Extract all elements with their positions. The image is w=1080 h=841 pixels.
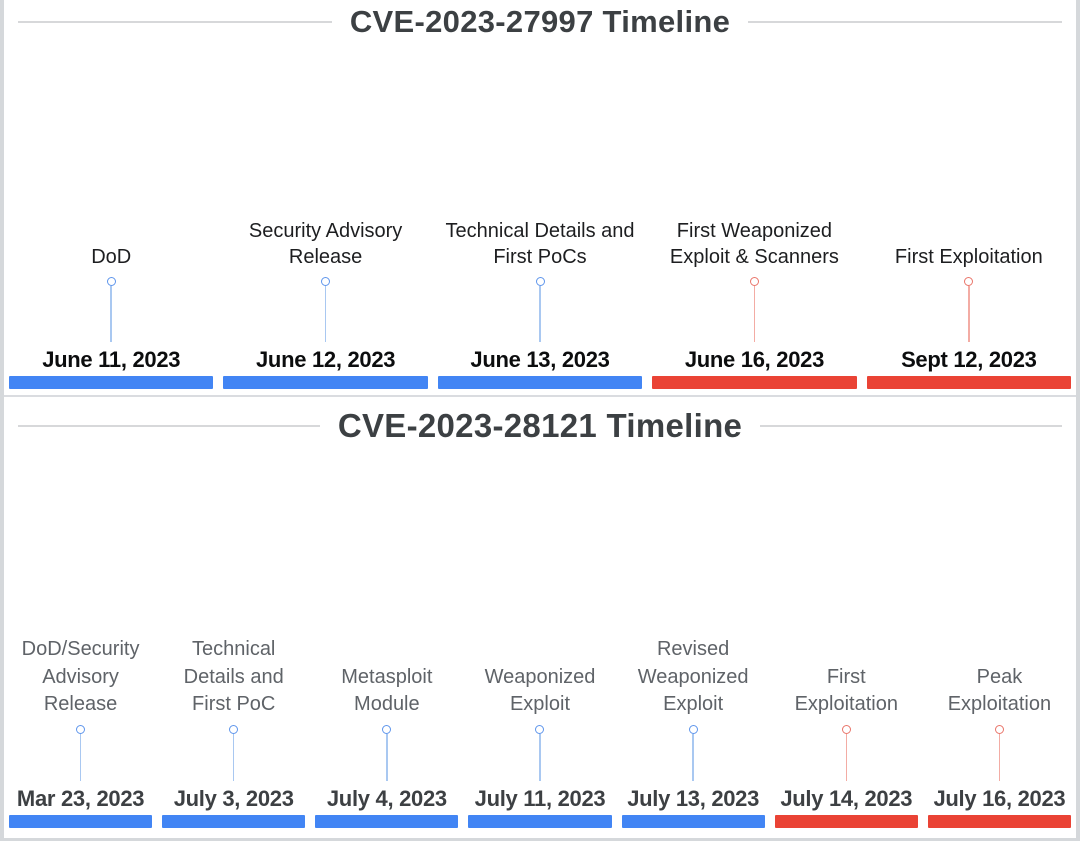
event-color-bar: [9, 815, 153, 828]
timeline-title-row: CVE-2023-28121 Timeline: [4, 399, 1076, 445]
events-row: DoD/Security Advisory Release Mar 23, 20…: [4, 636, 1076, 838]
event-marker-icon: [535, 725, 545, 781]
marker-dot-icon: [688, 725, 698, 734]
event-marker-icon: [841, 725, 851, 781]
timeline-title: CVE-2023-28121 Timeline: [337, 407, 743, 444]
title-flank-line-right: [748, 21, 1063, 23]
event-marker-icon: [964, 277, 974, 342]
event-label: DoD/Security Advisory Release: [21, 638, 140, 716]
marker-dot-icon: [106, 277, 116, 286]
event-date: July 4, 2023: [326, 786, 447, 811]
event-marker-icon: [229, 725, 239, 781]
event-date: Mar 23, 2023: [16, 786, 145, 811]
timeline-event: Metasploit Module July 4, 2023: [310, 636, 463, 838]
marker-stem-line: [110, 286, 112, 342]
event-color-bar: [468, 815, 612, 828]
marker-stem-line: [79, 734, 82, 781]
event-color-bar: [9, 376, 214, 389]
marker-dot-icon: [994, 725, 1004, 734]
event-marker-icon: [535, 277, 545, 342]
marker-stem-line: [386, 734, 388, 781]
marker-dot-icon: [76, 725, 86, 734]
event-marker-icon: [106, 277, 116, 342]
marker-stem-line: [539, 734, 541, 781]
marker-dot-icon: [964, 277, 974, 286]
event-marker-icon: [688, 725, 698, 781]
event-label: Metasploit Module: [341, 665, 433, 716]
timeline-event: First Exploitation July 14, 2023: [770, 636, 923, 838]
marker-dot-icon: [535, 725, 545, 734]
timeline-event: DoD/Security Advisory Release Mar 23, 20…: [4, 636, 157, 838]
timeline-event: Peak Exploitation July 16, 2023: [923, 636, 1076, 838]
marker-dot-icon: [841, 725, 851, 734]
event-color-bar: [866, 376, 1072, 389]
event-color-bar: [223, 376, 428, 389]
events-row: DoD June 11, 2023 Security Advisory Rele…: [4, 218, 1076, 395]
event-label: First Exploitation: [794, 665, 898, 716]
title-flank-line-left: [18, 425, 320, 427]
marker-stem-line: [232, 734, 235, 781]
event-date: June 16, 2023: [684, 347, 825, 372]
event-date: June 11, 2023: [42, 347, 181, 372]
marker-dot-icon: [749, 277, 759, 286]
timeline-event: Weaponized Exploit July 11, 2023: [463, 636, 616, 838]
event-marker-icon: [76, 725, 86, 781]
timeline-panel-cve-2023-28121: CVE-2023-28121 Timeline DoD/Security Adv…: [4, 399, 1076, 838]
marker-stem-line: [324, 286, 327, 342]
marker-stem-line: [692, 734, 694, 781]
timeline-event: First Exploitation Sept 12, 2023: [862, 218, 1076, 395]
event-label: Technical Details and First PoCs: [445, 219, 635, 269]
event-label: Technical Details and First PoC: [183, 638, 284, 716]
marker-stem-line: [753, 286, 756, 342]
event-date: July 13, 2023: [627, 786, 760, 811]
title-flank-line-left: [18, 21, 332, 23]
timeline-event: Technical Details and First PoCs June 13…: [433, 218, 647, 395]
event-color-bar: [652, 376, 857, 389]
event-marker-icon: [749, 277, 759, 342]
marker-stem-line: [998, 734, 1001, 781]
marker-stem-line: [845, 734, 848, 781]
timeline-event: Security Advisory Release June 12, 2023: [218, 218, 432, 395]
event-date: July 3, 2023: [173, 786, 294, 811]
event-label: Security Advisory Release: [248, 219, 403, 269]
event-date: July 11, 2023: [474, 786, 606, 811]
timeline-title: CVE-2023-27997 Timeline: [349, 4, 731, 39]
timeline-event: DoD June 11, 2023: [4, 218, 218, 395]
event-label: Peak Exploitation: [947, 665, 1052, 716]
timeline-event: Technical Details and First PoC July 3, …: [157, 636, 310, 838]
marker-stem-line: [968, 286, 970, 342]
marker-dot-icon: [229, 725, 239, 734]
event-date: June 13, 2023: [470, 347, 610, 372]
event-date: June 12, 2023: [256, 347, 396, 372]
event-color-bar: [621, 815, 765, 828]
marker-dot-icon: [382, 725, 392, 734]
marker-dot-icon: [321, 277, 331, 286]
timeline-event: Revised Weaponized Exploit July 13, 2023: [617, 636, 770, 838]
event-color-bar: [437, 376, 643, 389]
event-color-bar: [315, 815, 459, 828]
event-label: First Weaponized Exploit & Scanners: [669, 219, 839, 269]
marker-stem-line: [539, 286, 541, 342]
timeline-panel-cve-2023-27997: CVE-2023-27997 Timeline DoD June 11, 202…: [4, 0, 1076, 397]
event-label: Revised Weaponized Exploit: [637, 638, 749, 716]
event-label: First Exploitation: [894, 246, 1043, 269]
event-label: Weaponized Exploit: [484, 665, 596, 716]
title-flank-line-right: [760, 425, 1063, 427]
event-date: Sept 12, 2023: [901, 347, 1037, 372]
event-marker-icon: [321, 277, 331, 342]
timeline-title-row: CVE-2023-27997 Timeline: [4, 0, 1076, 40]
event-date: July 16, 2023: [933, 786, 1066, 811]
timeline-event: First Weaponized Exploit & Scanners June…: [647, 218, 861, 395]
event-color-bar: [927, 815, 1071, 828]
event-marker-icon: [994, 725, 1004, 781]
event-marker-icon: [382, 725, 392, 781]
event-date: July 14, 2023: [780, 786, 913, 811]
event-color-bar: [162, 815, 306, 828]
marker-dot-icon: [535, 277, 545, 286]
event-color-bar: [774, 815, 918, 828]
event-label: DoD: [91, 246, 132, 269]
